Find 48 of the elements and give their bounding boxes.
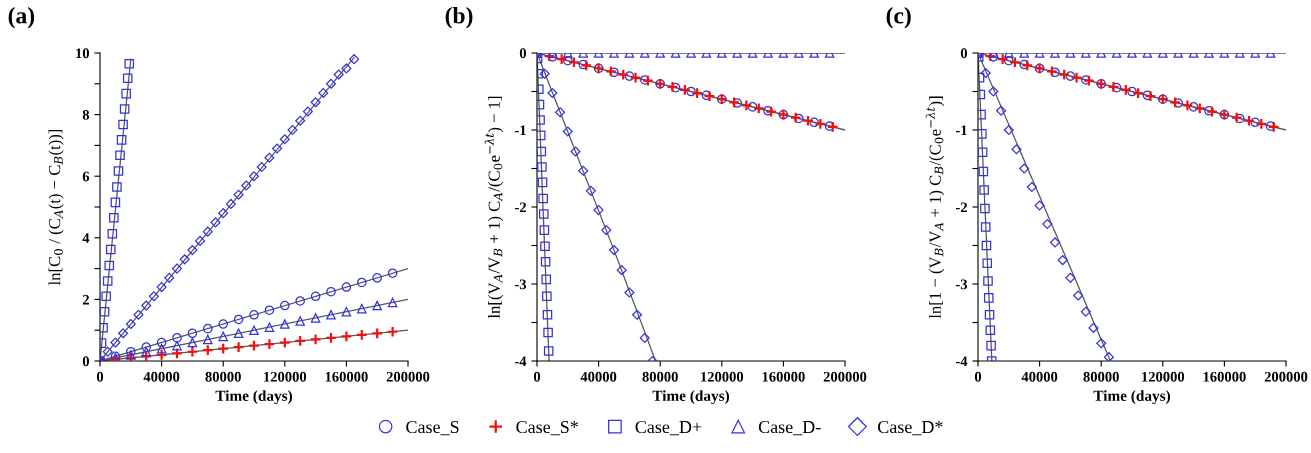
x-tick-label: 200000 (823, 371, 867, 382)
y-tick-label: -3 (955, 279, 968, 290)
legend-label: Case_D* (878, 420, 943, 436)
x-tick-label: 0 (974, 371, 982, 382)
y-tick-label: 0 (82, 356, 90, 367)
legend-label: Case_S* (516, 420, 578, 436)
x-tick-label: 40000 (1021, 371, 1058, 382)
x-tick-label: 80000 (642, 371, 678, 382)
y-tick-label: 6 (82, 171, 90, 182)
x-tick-label: 40000 (580, 371, 617, 382)
y-tick-label: 4 (82, 233, 90, 243)
x-tick-label: 80000 (1083, 371, 1119, 382)
y-tick-label: 8 (82, 109, 90, 120)
x-tick-label: 120000 (701, 371, 744, 382)
y-tick-label: -4 (955, 356, 968, 367)
x-tick-label: 120000 (1142, 371, 1185, 382)
y-tick-label: 10 (76, 48, 90, 59)
chart-title: (b) (445, 6, 473, 29)
y-tick-label: 0 (960, 48, 968, 59)
x-tick-label: 160000 (325, 371, 368, 382)
x-tick-label: 40000 (143, 371, 180, 382)
text: ln[(V$_{A}$/V$_{B}$ + 1) C$_{A}$/(C$_{0}$e$^{−λt}$) − 1] (484, 96, 504, 319)
legend-label: Case_D- (758, 420, 821, 436)
y-tick-label: -2 (514, 202, 526, 213)
x-axis-title: Time (days) (652, 390, 730, 405)
x-tick-label: 0 (533, 371, 541, 382)
text: ln[1 − (V$_{B}$/V$_{A}$ + 1) C$_{B}$/(C$_{0}$e$^{−λt}$)] (925, 96, 945, 319)
x-tick-label: 0 (96, 371, 104, 382)
legend-label: Case_S (406, 420, 459, 436)
x-tick-label: 160000 (1203, 371, 1246, 382)
y-tick-label: 0 (519, 48, 527, 59)
x-tick-label: 80000 (205, 371, 241, 382)
x-tick-label: 160000 (762, 371, 805, 382)
x-axis-title: Time (days) (1093, 390, 1171, 405)
y-tick-label: -1 (514, 125, 526, 136)
x-tick-label: 200000 (386, 371, 430, 382)
y-tick-label: -4 (514, 356, 527, 367)
x-tick-label: 200000 (1264, 371, 1308, 382)
chart-title: (a) (8, 6, 35, 29)
y-axis-title: ln[C$_{0}$ / (C$_{A}$(t) − C$_{B}$(t))] (48, 129, 64, 286)
y-tick-label: -2 (955, 202, 967, 213)
y-tick-label: -1 (955, 125, 967, 136)
x-axis-title: Time (days) (215, 390, 293, 405)
x-tick-label: 120000 (264, 371, 307, 382)
y-tick-label: 2 (82, 294, 89, 305)
chart-title: (c) (886, 6, 911, 29)
legend-label: Case_D+ (635, 420, 702, 436)
y-tick-label: -3 (514, 279, 527, 290)
